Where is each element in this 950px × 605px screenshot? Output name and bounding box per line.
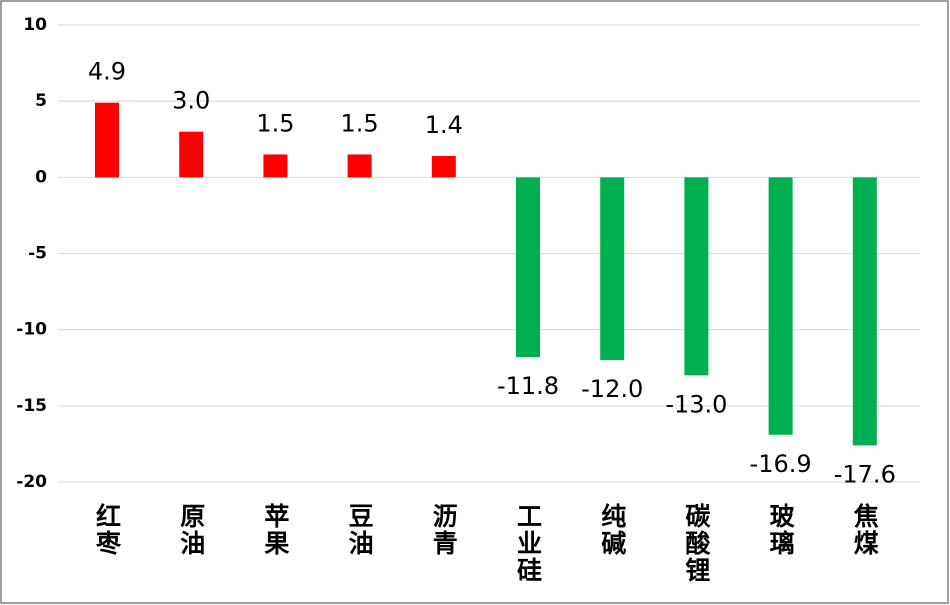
bar <box>516 177 540 358</box>
x-tick-label: 焦煤 <box>850 502 879 557</box>
x-tick-label: 工业硅 <box>514 503 543 584</box>
bar <box>768 177 793 435</box>
bar <box>179 131 204 178</box>
bar <box>347 154 372 178</box>
x-tick-label: 沥青 <box>429 503 458 557</box>
bar <box>684 177 709 376</box>
y-tick-label: 0 <box>35 167 47 187</box>
x-tick-label: 纯碱 <box>598 502 627 557</box>
value-label: 4.9 <box>88 58 126 86</box>
value-label: 1.4 <box>425 111 463 139</box>
x-tick-label: 玻璃 <box>766 503 795 557</box>
value-label: -11.8 <box>497 372 559 400</box>
x-tick-label: 原油 <box>177 503 206 557</box>
bar <box>431 156 456 178</box>
x-tick-label: 苹果 <box>261 503 290 557</box>
x-tick-label: 碳酸锂 <box>682 503 711 584</box>
value-label: 1.5 <box>256 109 294 137</box>
value-label: -12.0 <box>581 375 643 403</box>
y-tick-label: 10 <box>23 15 47 35</box>
bar <box>600 177 625 361</box>
value-label: -16.9 <box>750 450 812 478</box>
bar <box>95 102 119 178</box>
y-tick-label: -5 <box>28 244 47 264</box>
x-tick-label: 豆油 <box>345 503 374 557</box>
bar <box>263 154 288 178</box>
y-tick-label: -10 <box>16 320 47 340</box>
y-tick-label: 5 <box>35 91 47 111</box>
value-label: -13.0 <box>665 390 727 418</box>
value-label: 3.0 <box>172 87 210 115</box>
y-tick-label: -20 <box>16 472 47 492</box>
bar <box>852 177 877 446</box>
x-tick-label: 红枣 <box>93 502 123 557</box>
value-label: 1.5 <box>341 109 379 137</box>
y-tick-label: -15 <box>16 396 47 416</box>
value-label: -17.6 <box>834 460 896 488</box>
